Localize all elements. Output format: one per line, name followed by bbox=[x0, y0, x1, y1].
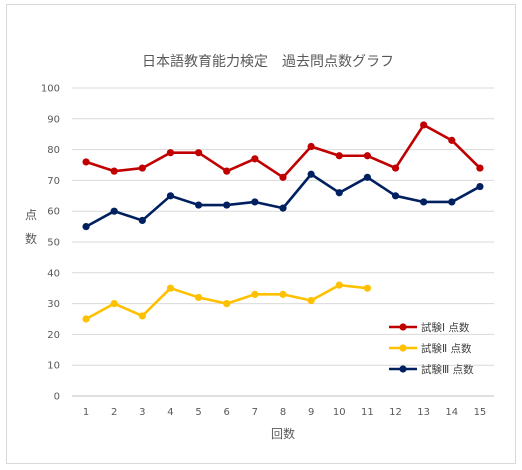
x-tick-label: 13 bbox=[417, 407, 430, 418]
legend-swatch-marker bbox=[399, 323, 407, 331]
series bbox=[82, 121, 484, 181]
y-axis-ticks: 0 10 20 30 40 50 60 70 80 90 100 bbox=[41, 84, 60, 403]
legend-item: 試験Ⅱ 点数 bbox=[389, 342, 472, 355]
x-tick-label: 2 bbox=[111, 407, 117, 418]
y-axis-title-char: 点 bbox=[25, 208, 37, 222]
data-point bbox=[223, 167, 231, 175]
series bbox=[82, 281, 371, 323]
data-point bbox=[195, 293, 203, 302]
y-tick-label: 80 bbox=[47, 145, 60, 156]
data-point bbox=[138, 216, 146, 225]
y-tick-label: 100 bbox=[41, 84, 60, 95]
data-point bbox=[363, 284, 371, 292]
x-axis-title: 回数 bbox=[271, 426, 295, 441]
y-tick-label: 20 bbox=[47, 330, 60, 341]
legend-swatch-marker bbox=[399, 365, 407, 373]
x-tick-label: 12 bbox=[389, 407, 402, 418]
data-point bbox=[279, 204, 287, 212]
x-tick-label: 3 bbox=[139, 407, 145, 418]
data-point bbox=[448, 136, 456, 144]
data-point bbox=[420, 198, 428, 206]
data-point bbox=[476, 182, 484, 191]
y-axis-title: 点数 bbox=[25, 208, 37, 246]
data-point bbox=[391, 192, 400, 200]
x-tick-label: 8 bbox=[280, 407, 286, 418]
x-tick-label: 1 bbox=[83, 407, 89, 418]
chart-title: 日本語教育能力検定 過去問点数グラフ bbox=[142, 54, 394, 70]
data-point bbox=[223, 201, 231, 209]
data-point bbox=[166, 192, 175, 200]
y-tick-label: 30 bbox=[47, 299, 60, 310]
data-point bbox=[166, 149, 175, 157]
chart-area bbox=[6, 4, 516, 464]
data-point bbox=[82, 158, 90, 166]
data-point bbox=[363, 173, 371, 181]
x-tick-label: 7 bbox=[252, 407, 258, 418]
legend-item: 試験Ⅲ 点数 bbox=[389, 363, 474, 376]
data-point bbox=[307, 170, 315, 178]
legend-swatch-marker bbox=[399, 344, 407, 352]
data-point bbox=[251, 198, 259, 206]
x-tick-label: 15 bbox=[474, 407, 487, 418]
legend-label: 試験Ⅲ 点数 bbox=[421, 363, 474, 376]
series-lines bbox=[82, 121, 484, 323]
y-tick-label: 50 bbox=[47, 238, 60, 249]
data-point bbox=[223, 300, 231, 308]
data-point bbox=[251, 290, 259, 298]
data-point bbox=[279, 290, 287, 298]
data-point bbox=[335, 152, 343, 160]
y-tick-label: 90 bbox=[47, 114, 60, 125]
data-point bbox=[110, 300, 118, 308]
y-tick-label: 40 bbox=[47, 268, 60, 279]
legend-label: 試験Ⅱ 点数 bbox=[421, 342, 472, 355]
gridlines bbox=[72, 87, 494, 397]
data-point bbox=[335, 189, 343, 197]
data-point bbox=[448, 198, 456, 206]
data-point bbox=[82, 315, 90, 323]
data-point bbox=[279, 173, 287, 181]
data-point bbox=[363, 152, 371, 160]
data-point bbox=[251, 155, 259, 163]
x-tick-label: 5 bbox=[195, 407, 201, 418]
legend-label: 試験Ⅰ 点数 bbox=[421, 321, 470, 334]
data-point bbox=[195, 149, 203, 157]
data-point bbox=[420, 121, 428, 129]
data-point bbox=[110, 167, 118, 175]
x-tick-label: 10 bbox=[333, 407, 346, 418]
x-axis-ticks: 1 2 3 4 5 6 7 8 9 10 11 12 13 14 15 bbox=[83, 407, 486, 418]
data-point bbox=[138, 312, 146, 320]
x-tick-label: 11 bbox=[361, 407, 374, 418]
data-point bbox=[82, 223, 90, 231]
data-point bbox=[476, 164, 484, 172]
data-point bbox=[166, 284, 175, 292]
data-point bbox=[391, 164, 400, 172]
y-tick-label: 60 bbox=[47, 207, 60, 218]
x-tick-label: 4 bbox=[167, 407, 173, 418]
legend-item: 試験Ⅰ 点数 bbox=[389, 321, 470, 334]
y-tick-label: 10 bbox=[47, 361, 60, 372]
x-tick-label: 9 bbox=[308, 407, 314, 418]
data-point bbox=[335, 281, 343, 289]
data-point bbox=[195, 201, 203, 209]
data-point bbox=[138, 164, 146, 172]
y-axis-title-char: 数 bbox=[25, 231, 37, 246]
data-point bbox=[307, 296, 315, 305]
y-tick-label: 70 bbox=[47, 176, 60, 187]
data-point bbox=[307, 142, 315, 151]
data-point bbox=[110, 207, 118, 215]
series bbox=[82, 170, 484, 231]
x-tick-label: 6 bbox=[224, 407, 230, 418]
x-tick-label: 14 bbox=[445, 407, 458, 418]
y-tick-label: 0 bbox=[54, 392, 60, 403]
